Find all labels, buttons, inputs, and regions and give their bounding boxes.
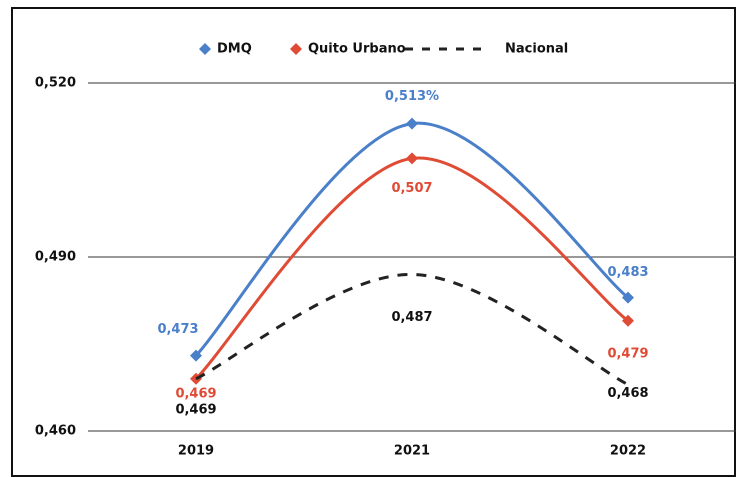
point-marker xyxy=(406,117,418,130)
point-marker xyxy=(190,349,202,362)
point-marker xyxy=(622,314,634,327)
x-tick-label: 2022 xyxy=(610,444,646,459)
data-label: 0,469 xyxy=(175,386,216,401)
data-label: 0,473 xyxy=(157,322,198,337)
x-tick-label: 2019 xyxy=(178,444,214,459)
data-label: 0,479 xyxy=(607,346,648,361)
legend-marker xyxy=(290,43,302,55)
data-label: 0,483 xyxy=(607,265,648,280)
legend-label: Nacional xyxy=(505,42,568,57)
point-marker xyxy=(406,152,418,165)
x-tick-label: 2021 xyxy=(394,444,430,459)
y-tick-label: 0,460 xyxy=(35,424,76,439)
y-tick-label: 0,490 xyxy=(35,250,76,265)
data-label: 0,513% xyxy=(385,89,439,104)
data-label: 0,469 xyxy=(175,402,216,417)
data-label: 0,487 xyxy=(391,310,432,325)
chart-frame xyxy=(11,7,736,477)
y-tick-label: 0,520 xyxy=(35,76,76,91)
legend-marker xyxy=(199,43,211,55)
legend-label: DMQ xyxy=(217,42,252,57)
point-marker xyxy=(622,291,634,304)
legend-label: Quito Urbano xyxy=(308,42,406,57)
data-label: 0,507 xyxy=(391,181,432,196)
data-label: 0,468 xyxy=(607,386,648,401)
series-line xyxy=(195,272,629,386)
